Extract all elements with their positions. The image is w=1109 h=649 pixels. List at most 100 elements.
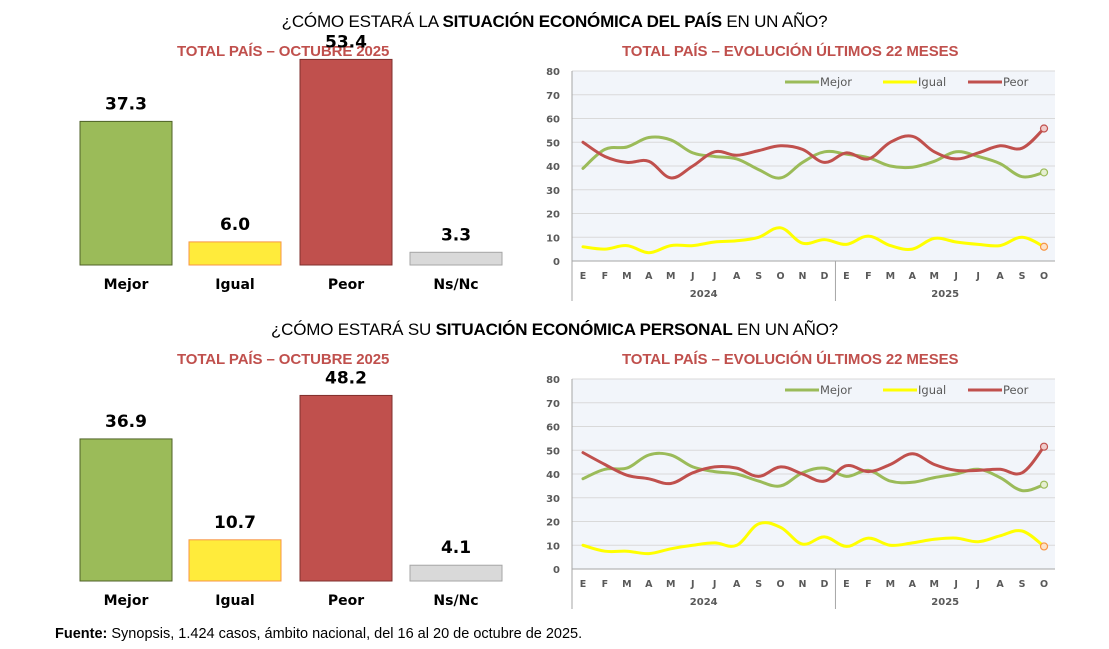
bar-chart-personal: 36.9 Mejor 10.7 Igual 48.2 Peor 4.1 Ns/Nc [79, 368, 503, 609]
source-label: Fuente: [55, 626, 108, 642]
x-tick-label: M [930, 271, 939, 282]
x-tick-label: M [930, 579, 939, 590]
bar-value-label: 53.4 [325, 32, 367, 52]
y-tick-label: 50 [546, 138, 560, 149]
x-tick-label: J [690, 271, 695, 282]
question-personal: ¿CÓMO ESTARÁ SU SITUACIÓN ECONÓMICA PERS… [0, 320, 1109, 340]
line-subtitle-personal: TOTAL PAÍS – EVOLUCIÓN ÚLTIMOS 22 MESES [622, 351, 959, 368]
legend-label-mejor: Mejor [820, 75, 852, 89]
x-tick-label: E [580, 271, 587, 282]
x-tick-label: A [645, 271, 653, 282]
x-tick-label: A [645, 579, 653, 590]
x-tick-label: M [886, 271, 895, 282]
x-tick-label: F [865, 271, 872, 282]
series-endpoint-peor [1039, 442, 1049, 451]
bar-igual [188, 241, 282, 266]
y-tick-label: 80 [546, 375, 560, 386]
bar-category-label: Ns/Nc [433, 277, 478, 293]
x-tick-label: J [690, 579, 695, 590]
bar-nsnc [409, 251, 503, 266]
y-tick-label: 10 [546, 233, 560, 244]
x-tick-label: J [712, 579, 717, 590]
x-tick-label: S [1019, 579, 1026, 590]
x-tick-label: N [799, 271, 807, 282]
x-tick-label: M [886, 579, 895, 590]
legend-label-peor: Peor [1003, 75, 1029, 89]
legend-label-mejor: Mejor [820, 383, 852, 397]
x-tick-label: F [602, 579, 609, 590]
x-tick-label: E [843, 579, 850, 590]
x-tick-label: J [975, 271, 980, 282]
year-label: 2024 [690, 289, 718, 300]
series-endpoint-igual [1039, 542, 1049, 551]
x-tick-label: M [666, 579, 675, 590]
y-tick-label: 60 [546, 423, 560, 434]
x-tick-label: M [622, 579, 631, 590]
y-tick-label: 30 [546, 494, 560, 505]
question-personal-post: EN UN AÑO? [732, 320, 839, 339]
question-country-post: EN UN AÑO? [721, 12, 828, 31]
bar-value-label: 48.2 [325, 368, 367, 388]
bar-mejor [79, 438, 173, 582]
y-tick-label: 70 [546, 91, 560, 102]
line-subtitle-country: TOTAL PAÍS – EVOLUCIÓN ÚLTIMOS 22 MESES [622, 43, 959, 60]
line-chart-country: 0 10 20 30 40 50 60 70 80 E F M A M J J A S O N D E F M A M J J A S O 2… [546, 67, 1055, 301]
y-tick-label: 20 [546, 518, 560, 529]
y-tick-label: 40 [546, 470, 560, 481]
x-tick-label: M [622, 271, 631, 282]
x-tick-label: A [909, 271, 917, 282]
bar-category-label: Peor [328, 593, 364, 609]
year-label: 2025 [931, 597, 959, 608]
y-tick-label: 70 [546, 399, 560, 410]
question-country-bold: SITUACIÓN ECONÓMICA DEL PAÍS [442, 12, 723, 31]
legend-label-peor: Peor [1003, 383, 1029, 397]
x-tick-label: A [996, 271, 1004, 282]
line-chart-personal: 0 10 20 30 40 50 60 70 80 E F M A M J J A S O N D E F M A M J J A S O 2… [546, 375, 1055, 609]
x-tick-label: D [821, 271, 829, 282]
x-tick-label: E [580, 579, 587, 590]
series-endpoint-mejor [1039, 480, 1049, 489]
bar-category-label: Peor [328, 277, 364, 293]
y-tick-label: 60 [546, 115, 560, 126]
bar-mejor [79, 120, 173, 266]
question-country-pre: ¿CÓMO ESTARÁ LA [281, 12, 443, 31]
x-tick-label: M [666, 271, 675, 282]
y-tick-label: 0 [553, 257, 560, 268]
x-tick-label: D [821, 579, 829, 590]
series-endpoint-igual [1039, 242, 1049, 251]
bar-category-label: Ns/Nc [433, 593, 478, 609]
x-tick-label: F [602, 271, 609, 282]
x-tick-label: O [777, 271, 785, 282]
x-tick-label: S [755, 271, 762, 282]
bar-peor [299, 58, 393, 266]
x-tick-label: S [1019, 271, 1026, 282]
series-line-peor [581, 127, 1046, 180]
series-endpoint-peor [1039, 124, 1049, 133]
x-tick-label: N [799, 579, 807, 590]
bar-value-label: 36.9 [105, 412, 147, 432]
bar-value-label: 3.3 [441, 225, 471, 245]
bar-category-label: Igual [215, 593, 254, 609]
bar-value-label: 6.0 [220, 215, 250, 235]
bar-subtitle-personal: TOTAL PAÍS – OCTUBRE 2025 [177, 351, 390, 368]
x-tick-label: J [953, 579, 958, 590]
x-tick-label: A [909, 579, 917, 590]
series-line-peor [581, 445, 1046, 486]
source-text: Synopsis, 1.424 casos, ámbito nacional, … [107, 626, 583, 642]
question-personal-bold: SITUACIÓN ECONÓMICA PERSONAL [435, 320, 733, 339]
x-tick-label: J [975, 579, 980, 590]
x-tick-label: S [755, 579, 762, 590]
x-tick-label: A [733, 271, 741, 282]
legend-label-igual: Igual [918, 75, 946, 89]
bar-subtitle-country: TOTAL PAÍS – OCTUBRE 2025 [177, 43, 390, 60]
y-tick-label: 80 [546, 67, 560, 78]
x-tick-label: O [777, 579, 785, 590]
x-tick-label: F [865, 579, 872, 590]
bar-value-label: 37.3 [105, 94, 147, 114]
bar-peor [299, 394, 393, 582]
x-tick-label: O [1040, 579, 1048, 590]
legend-label-igual: Igual [918, 383, 946, 397]
x-tick-label: A [733, 579, 741, 590]
bar-value-label: 4.1 [441, 538, 471, 558]
year-label: 2024 [690, 597, 718, 608]
